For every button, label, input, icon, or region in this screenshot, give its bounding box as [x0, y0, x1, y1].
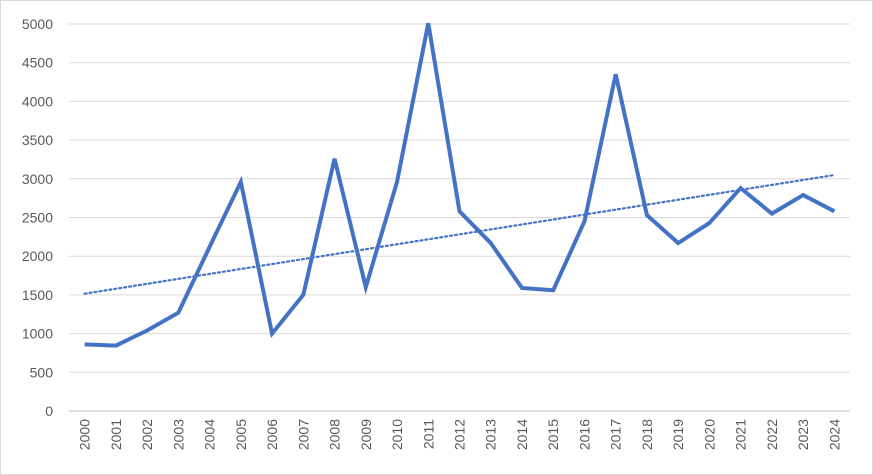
x-tick-label: 2011 [420, 419, 436, 449]
x-axis-tick-labels: 2000 2001 2002 2003 2004 2005 2006 2007 2008 2009… [77, 419, 843, 450]
x-tick-label: 2017 [608, 419, 624, 450]
y-tick-label: 4500 [22, 55, 53, 71]
x-tick-label: 2022 [764, 419, 780, 450]
x-tick-label: 2008 [327, 419, 343, 450]
x-tick-label: 2024 [826, 419, 842, 450]
x-tick-label: 2023 [795, 419, 811, 450]
y-tick-label: 1000 [22, 326, 53, 342]
x-tick-label: 2012 [452, 419, 468, 450]
x-tick-label: 2006 [264, 419, 280, 450]
x-tick-label: 2000 [77, 419, 93, 450]
x-tick-label: 2009 [358, 419, 374, 450]
y-axis-tick-labels: 0 500 1000 1500 2000 2500 3000 3500 4000 4500 5000 [22, 16, 53, 419]
y-tick-label: 1500 [22, 287, 53, 303]
y-tick-label: 3000 [22, 171, 53, 187]
series-layer [84, 22, 836, 348]
y-tick-label: 500 [30, 364, 54, 380]
x-tick-label: 2016 [576, 419, 592, 450]
y-tick-label: 5000 [22, 16, 53, 32]
x-tick-label: 2010 [389, 419, 405, 450]
y-tick-label: 0 [45, 403, 53, 419]
y-tick-label: 2000 [22, 248, 53, 264]
gridlines [69, 23, 850, 412]
x-tick-label: 2018 [639, 419, 655, 450]
x-tick-label: 2020 [701, 419, 717, 450]
x-tick-label: 2015 [545, 419, 561, 450]
series-line [84, 22, 836, 348]
x-tick-label: 2004 [202, 419, 218, 450]
x-tick-label: 2005 [233, 419, 249, 450]
trendline-layer [83, 173, 836, 295]
x-tick-label: 2021 [733, 419, 749, 450]
trendline [83, 173, 836, 295]
y-tick-label: 4000 [22, 93, 53, 109]
x-tick-label: 2001 [108, 419, 124, 450]
y-tick-label: 3500 [22, 132, 53, 148]
x-tick-label: 2014 [514, 419, 530, 450]
x-tick-label: 2002 [139, 419, 155, 450]
x-tick-label: 2007 [295, 419, 311, 450]
x-tick-label: 2003 [170, 419, 186, 450]
y-tick-label: 2500 [22, 210, 53, 226]
x-tick-label: 2013 [483, 419, 499, 450]
x-tick-label: 2019 [670, 419, 686, 450]
